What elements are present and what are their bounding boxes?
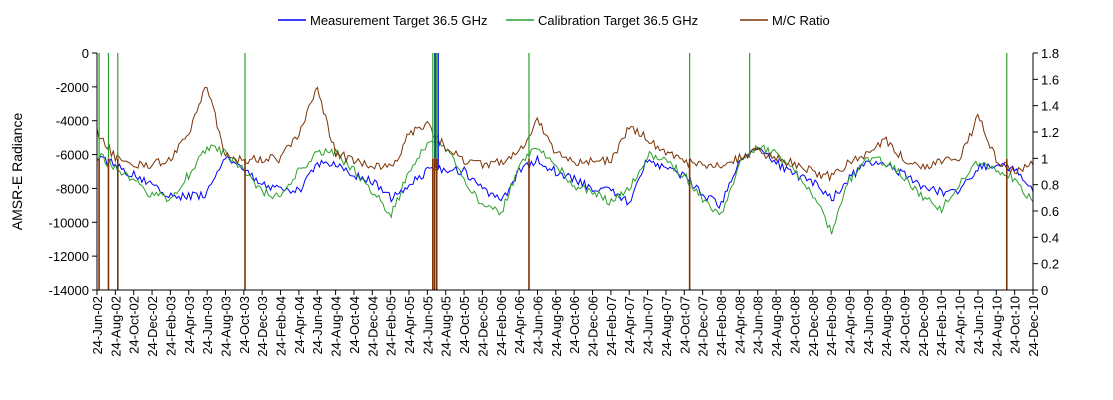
- x-tick-label: 24-Jun-09: [861, 296, 876, 355]
- x-tick-label: 24-Oct-02: [127, 296, 142, 354]
- x-tick-label: 24-Jun-08: [751, 296, 766, 355]
- legend-label-2: Calibration Target 36.5 GHz: [538, 13, 698, 28]
- y2-tick-label: 0.4: [1041, 230, 1059, 245]
- x-tick-label: 24-Feb-03: [163, 296, 178, 356]
- x-tick-label: 24-Feb-07: [604, 296, 619, 356]
- y-tick-label: -12000: [49, 249, 89, 264]
- x-tick-label: 24-Jun-03: [200, 296, 215, 355]
- x-tick-label: 24-Dec-10: [1026, 296, 1041, 357]
- x-tick-label: 24-Apr-06: [512, 296, 527, 354]
- x-tick-label: 24-Feb-10: [934, 296, 949, 356]
- y-axis-title: AMSR-E Radiance: [9, 113, 25, 231]
- x-tick-label: 24-Feb-05: [384, 296, 399, 356]
- y2-tick-label: 1.2: [1041, 125, 1059, 140]
- y-tick-label: -14000: [49, 283, 89, 298]
- x-tick-label: 24-Aug-08: [769, 296, 784, 357]
- x-tick-label: 24-Dec-03: [255, 296, 270, 357]
- x-tick-label: 24-Apr-05: [402, 296, 417, 354]
- x-tick-label: 24-Aug-03: [218, 296, 233, 357]
- x-tick-label: 24-Feb-06: [494, 296, 509, 356]
- y2-tick-label: 1: [1041, 151, 1048, 166]
- y2-tick-label: 1.6: [1041, 72, 1059, 87]
- x-tick-label: 24-Dec-08: [806, 296, 821, 357]
- x-tick-label: 24-Oct-03: [237, 296, 252, 354]
- x-tick-label: 24-Jun-07: [641, 296, 656, 355]
- legend-label-3: M/C Ratio: [772, 13, 830, 28]
- x-tick-label: 24-Dec-02: [145, 296, 160, 357]
- x-tick-label: 24-Dec-04: [365, 296, 380, 357]
- x-tick-label: 24-Dec-07: [696, 296, 711, 357]
- y2-tick-label: 1.8: [1041, 46, 1059, 61]
- x-tick-label: 24-Apr-09: [842, 296, 857, 354]
- y-tick-label: -10000: [49, 215, 89, 230]
- series-layer: [96, 86, 1034, 235]
- x-tick-label: 24-Aug-05: [439, 296, 454, 357]
- x-tick-label: 24-Aug-06: [549, 296, 564, 357]
- x-tick-label: 24-Feb-09: [824, 296, 839, 356]
- x-tick-label: 24-Dec-05: [475, 296, 490, 357]
- x-tick-label: 24-Dec-06: [586, 296, 601, 357]
- x-tick-label: 24-Jun-05: [420, 296, 435, 355]
- x-tick-label: 24-Jun-10: [971, 296, 986, 355]
- axes: [96, 53, 1034, 291]
- series-line-3: [96, 86, 1034, 183]
- x-tick-label: 24-Jun-04: [310, 296, 325, 355]
- spike-layer: [98, 53, 1008, 290]
- right-axis-ticks: 1.8 1.6 1.4 1.2 1 0.8 0.6 0.4 0.2 0: [1033, 46, 1059, 298]
- x-tick-label: 24-Apr-03: [182, 296, 197, 354]
- y-tick-label: -8000: [56, 181, 89, 196]
- y-tick-label: 0: [82, 46, 89, 61]
- x-tick-label: 24-Aug-02: [108, 296, 123, 357]
- legend-label-1: Measurement Target 36.5 GHz: [310, 13, 488, 28]
- x-tick-label: 24-Oct-09: [898, 296, 913, 354]
- x-tick-label: 24-Aug-09: [879, 296, 894, 357]
- x-axis-ticks: 24-Jun-02 24-Aug-02 24-Oct-02 24-Dec-02 24-F…: [90, 290, 1041, 357]
- x-tick-label: 24-Oct-07: [677, 296, 692, 354]
- x-tick-label: 24-Dec-09: [916, 296, 931, 357]
- y2-tick-label: 0: [1041, 283, 1048, 298]
- x-tick-label: 24-Apr-04: [292, 296, 307, 354]
- x-tick-label: 24-Oct-04: [347, 296, 362, 354]
- y-tick-label: -6000: [56, 148, 89, 163]
- y-axis-title-group: AMSR-E Radiance: [9, 113, 25, 231]
- x-tick-label: 24-Aug-07: [659, 296, 674, 357]
- y-tick-label: -4000: [56, 114, 89, 129]
- x-tick-label: 24-Aug-04: [329, 296, 344, 357]
- x-tick-label: 24-Oct-05: [457, 296, 472, 354]
- y2-tick-label: 1.4: [1041, 99, 1059, 114]
- x-tick-label: 24-Jun-06: [530, 296, 545, 355]
- x-tick-label: 24-Feb-08: [714, 296, 729, 356]
- y2-tick-label: 0.2: [1041, 257, 1059, 272]
- y2-tick-label: 0.8: [1041, 178, 1059, 193]
- y-tick-label: -2000: [56, 80, 89, 95]
- x-tick-label: 24-Oct-06: [567, 296, 582, 354]
- series-line-2: [96, 140, 1034, 235]
- x-tick-label: 24-Feb-04: [274, 296, 289, 356]
- x-tick-label: 24-Apr-08: [732, 296, 747, 354]
- x-tick-label: 24-Jun-02: [90, 296, 105, 355]
- left-axis-ticks: 0 -2000 -4000 -6000 -8000 -10000 -12000 -14000: [49, 46, 97, 298]
- x-tick-label: 24-Apr-07: [622, 296, 637, 354]
- x-tick-label: 24-Oct-10: [1008, 296, 1023, 354]
- legend: Measurement Target 36.5 GHz Calibration T…: [278, 13, 830, 28]
- x-tick-label: 24-Apr-10: [953, 296, 968, 354]
- x-tick-label: 24-Aug-10: [989, 296, 1004, 357]
- y2-tick-label: 0.6: [1041, 204, 1059, 219]
- x-tick-label: 24-Oct-08: [787, 296, 802, 354]
